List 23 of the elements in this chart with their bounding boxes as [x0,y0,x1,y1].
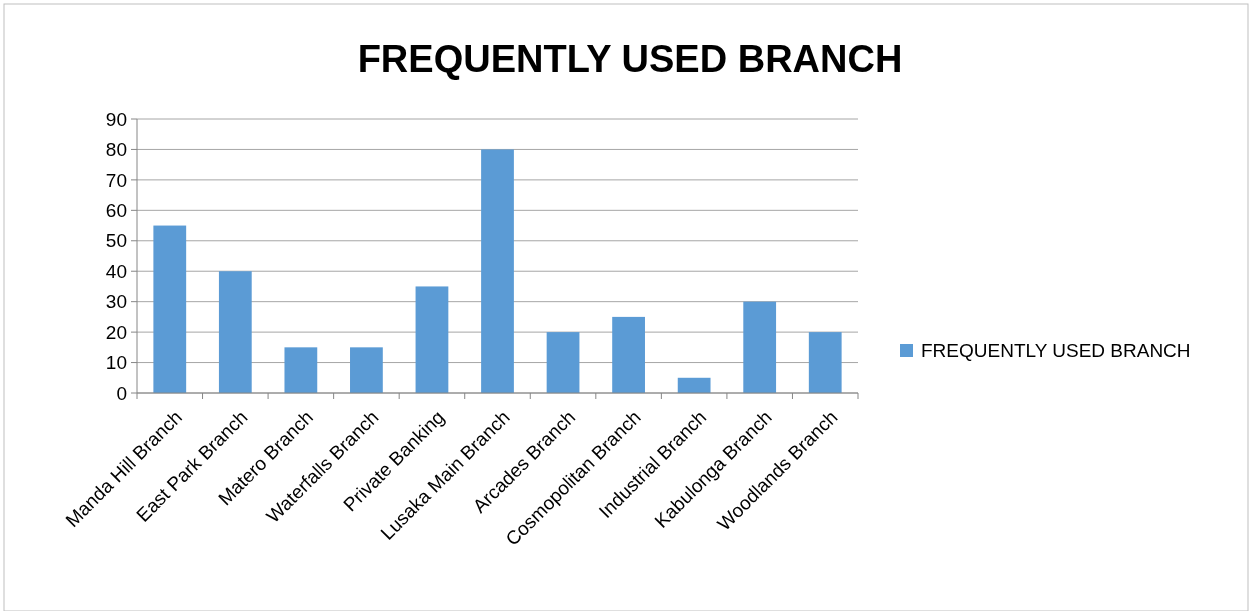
y-tick-label: 80 [105,139,127,161]
bar [743,301,777,393]
bar [350,347,383,393]
bar [218,271,252,393]
bar [612,316,645,393]
y-tick-label: 10 [105,352,127,374]
y-tick-label: 90 [105,108,127,130]
y-tick-label: 20 [105,321,127,343]
y-tick-label: 40 [105,260,127,282]
y-tick-label: 60 [105,199,127,221]
y-tick-label: 30 [105,291,127,313]
bar [284,347,318,393]
bar [808,332,842,393]
y-tick-label: 0 [116,382,127,404]
y-tick-label: 70 [105,169,127,191]
bar [153,225,187,393]
bar [415,286,449,393]
y-tick-label: 50 [105,230,127,252]
legend-label: FREQUENTLY USED BRANCH [921,339,1191,361]
bar [546,332,580,393]
bar [677,377,711,393]
chart-title: FREQUENTLY USED BRANCH [357,38,903,80]
bar [481,149,514,393]
